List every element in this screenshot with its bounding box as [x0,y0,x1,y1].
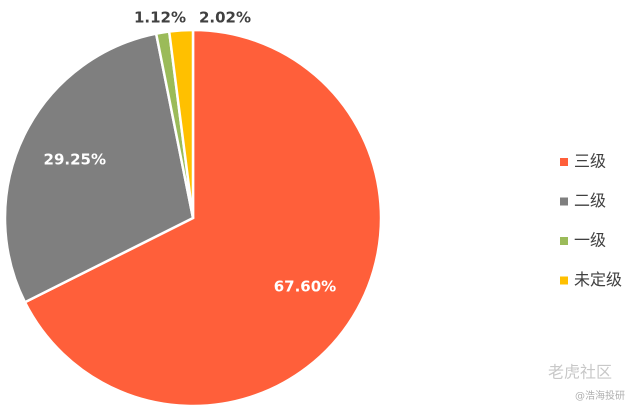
data-label: 2.02% [199,9,251,27]
pie-slice [167,28,195,219]
legend-label: 二级 [574,191,606,210]
legend-label: 三级 [574,152,606,171]
legend-swatch [560,197,568,206]
data-label: 1.12% [134,9,186,27]
data-label: 29.25% [44,151,106,169]
watermark: 老虎社区 [548,363,612,382]
legend-swatch [560,237,568,245]
watermark-sub: @浩海投研 [575,389,625,402]
legend-label: 一级 [574,231,606,250]
legend-label: 未定级 [574,270,622,289]
data-label: 67.60% [274,278,336,296]
legend-swatch [560,158,568,166]
legend-swatch [560,276,568,285]
pie-slice [23,28,383,408]
pie-slice [3,32,195,304]
